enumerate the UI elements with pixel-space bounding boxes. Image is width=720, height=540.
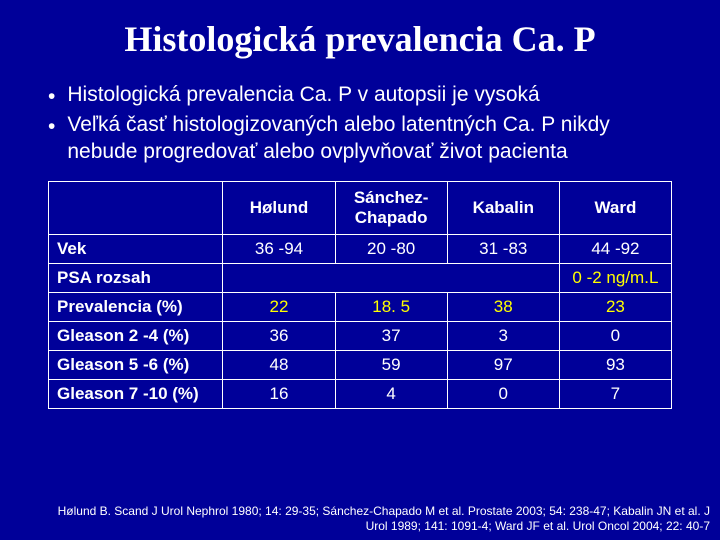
table-row: Gleason 5 -6 (%) 48 59 97 93 <box>49 350 672 379</box>
table-cell: 3 <box>447 321 559 350</box>
table-cell: 20 -80 <box>335 234 447 263</box>
table-cell: 38 <box>447 292 559 321</box>
table-cell: 93 <box>559 350 671 379</box>
table-cell-merged <box>223 263 559 292</box>
data-table: Hølund Sánchez-Chapado Kabalin Ward Vek … <box>48 181 672 409</box>
table-cell: 31 -83 <box>447 234 559 263</box>
table-cell: 16 <box>223 379 335 408</box>
table-corner <box>49 181 223 234</box>
table-row: PSA rozsah 0 -2 ng/m.L <box>49 263 672 292</box>
table-row: Prevalencia (%) 22 18. 5 38 23 <box>49 292 672 321</box>
table-cell: 36 -94 <box>223 234 335 263</box>
bullet-icon: • <box>48 114 55 140</box>
row-label: Gleason 5 -6 (%) <box>49 350 223 379</box>
table-cell: 97 <box>447 350 559 379</box>
table-row: Gleason 2 -4 (%) 36 37 3 0 <box>49 321 672 350</box>
data-table-wrap: Hølund Sánchez-Chapado Kabalin Ward Vek … <box>0 181 720 409</box>
col-header: Ward <box>559 181 671 234</box>
bullet-icon: • <box>48 84 55 110</box>
table-row: Vek 36 -94 20 -80 31 -83 44 -92 <box>49 234 672 263</box>
citation-text: Hølund B. Scand J Urol Nephrol 1980; 14:… <box>48 504 710 534</box>
col-header: Sánchez-Chapado <box>335 181 447 234</box>
table-cell: 23 <box>559 292 671 321</box>
bullet-list: • Histologická prevalencia Ca. P v autop… <box>0 82 720 181</box>
row-label: Prevalencia (%) <box>49 292 223 321</box>
table-cell: 22 <box>223 292 335 321</box>
row-label: Gleason 2 -4 (%) <box>49 321 223 350</box>
table-cell: 0 <box>559 321 671 350</box>
table-cell: 48 <box>223 350 335 379</box>
page-title: Histologická prevalencia Ca. P <box>0 0 720 82</box>
table-cell: 0 <box>447 379 559 408</box>
row-label: PSA rozsah <box>49 263 223 292</box>
table-header-row: Hølund Sánchez-Chapado Kabalin Ward <box>49 181 672 234</box>
table-cell: 0 -2 ng/m.L <box>559 263 671 292</box>
table-cell: 4 <box>335 379 447 408</box>
bullet-item: • Histologická prevalencia Ca. P v autop… <box>48 82 672 110</box>
col-header: Kabalin <box>447 181 559 234</box>
row-label: Gleason 7 -10 (%) <box>49 379 223 408</box>
bullet-item: • Veľká časť histologizovaných alebo lat… <box>48 112 672 165</box>
col-header: Hølund <box>223 181 335 234</box>
table-cell: 7 <box>559 379 671 408</box>
table-cell: 44 -92 <box>559 234 671 263</box>
table-cell: 37 <box>335 321 447 350</box>
bullet-text: Histologická prevalencia Ca. P v autopsi… <box>67 82 672 108</box>
table-cell: 59 <box>335 350 447 379</box>
bullet-text: Veľká časť histologizovaných alebo laten… <box>67 112 672 165</box>
table-cell: 36 <box>223 321 335 350</box>
table-row: Gleason 7 -10 (%) 16 4 0 7 <box>49 379 672 408</box>
row-label: Vek <box>49 234 223 263</box>
table-cell: 18. 5 <box>335 292 447 321</box>
